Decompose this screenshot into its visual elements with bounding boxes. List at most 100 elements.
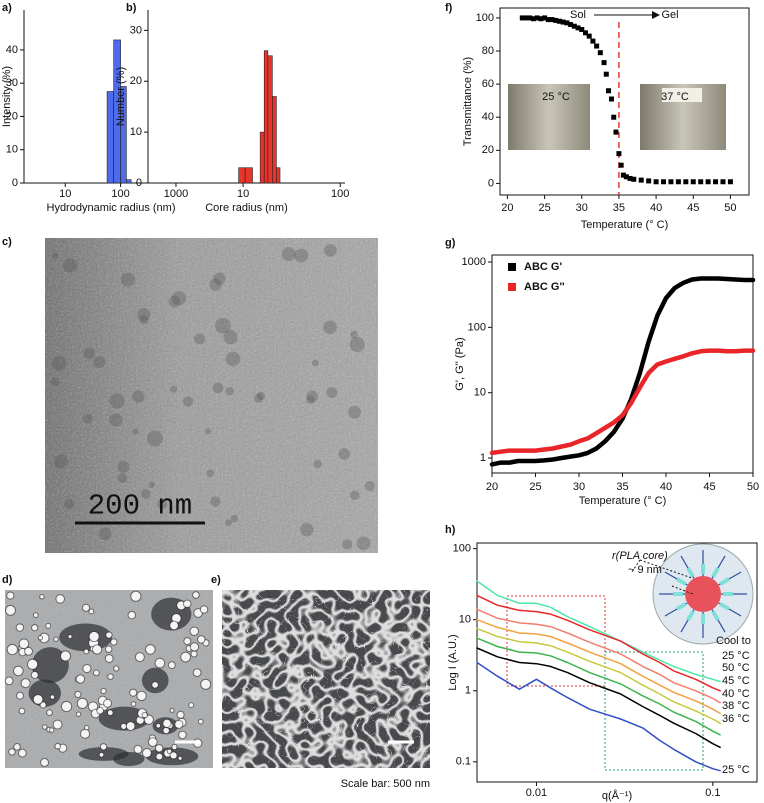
texture-blob bbox=[213, 272, 226, 285]
annotation: Gel bbox=[661, 9, 678, 21]
texture-dot bbox=[21, 679, 30, 688]
arm-segment bbox=[686, 610, 695, 621]
texture-dot bbox=[135, 653, 144, 662]
annotation: 37 °C bbox=[661, 91, 689, 103]
arm-segment bbox=[686, 567, 695, 578]
texture-dot bbox=[14, 744, 20, 750]
y-tick-label: 10 bbox=[6, 144, 18, 156]
texture-dot bbox=[7, 592, 14, 599]
texture-blob bbox=[171, 291, 187, 306]
texture-blob bbox=[109, 393, 125, 409]
texture-dot bbox=[198, 719, 203, 724]
texture-blob bbox=[194, 333, 206, 345]
texture-blob bbox=[215, 317, 231, 334]
point bbox=[538, 16, 544, 22]
tem-image bbox=[4, 590, 213, 768]
point bbox=[698, 179, 704, 185]
y-tick-label: 1000 bbox=[462, 256, 486, 268]
arm-segment bbox=[676, 577, 687, 586]
x-tick-label: 0.1 bbox=[705, 787, 720, 799]
texture-dot bbox=[107, 710, 113, 716]
annotation: ~ 9 nm bbox=[628, 564, 662, 576]
arm-segment bbox=[719, 577, 730, 586]
bar bbox=[259, 131, 265, 184]
texture-blob bbox=[53, 454, 68, 469]
texture-blob bbox=[349, 337, 365, 353]
texture-dot bbox=[163, 719, 171, 728]
y-tick-label: 100 bbox=[476, 12, 494, 24]
point bbox=[638, 177, 644, 183]
point bbox=[542, 15, 548, 21]
point bbox=[705, 179, 711, 185]
texture-blob bbox=[93, 356, 106, 369]
texture-dot bbox=[31, 671, 38, 678]
bar bbox=[263, 50, 269, 184]
texture-blob bbox=[205, 428, 212, 435]
x-tick-label: 100 bbox=[111, 188, 129, 200]
y-tick-label: 100 bbox=[468, 321, 486, 333]
texture-blob bbox=[82, 413, 93, 424]
point bbox=[527, 15, 533, 21]
texture-dot bbox=[100, 744, 107, 750]
texture-dot bbox=[106, 632, 112, 638]
texture-dot bbox=[170, 752, 177, 759]
texture-blob bbox=[224, 519, 232, 527]
texture-dot bbox=[111, 639, 117, 645]
annotation: r(PLA core) bbox=[612, 550, 668, 562]
texture-dot bbox=[27, 659, 38, 669]
texture-dot bbox=[76, 712, 81, 716]
arm-segment bbox=[719, 602, 730, 611]
texture-dot bbox=[128, 611, 136, 619]
texture-dot bbox=[54, 637, 58, 641]
texture-dot bbox=[170, 621, 178, 630]
series-label: 36 °C bbox=[722, 713, 750, 725]
texture-blob bbox=[256, 391, 266, 401]
texture-blob bbox=[348, 405, 362, 419]
y-tick-label: 10 bbox=[459, 614, 471, 626]
texture-blob bbox=[157, 499, 168, 510]
texture-dot bbox=[104, 699, 112, 707]
texture-blob bbox=[212, 382, 224, 394]
texture-dot bbox=[53, 720, 62, 729]
x-tick-label: 45 bbox=[703, 481, 715, 493]
texture-dot bbox=[168, 662, 175, 669]
texture-blob bbox=[300, 522, 314, 537]
texture-dot bbox=[200, 606, 208, 613]
y-axis-label: Intensity (%) bbox=[1, 66, 13, 127]
tem-image bbox=[222, 590, 430, 768]
texture-dot bbox=[105, 655, 113, 662]
point bbox=[606, 88, 612, 94]
region-box bbox=[604, 651, 704, 771]
x-tick-label: 0.01 bbox=[526, 787, 547, 799]
point bbox=[713, 179, 719, 185]
point bbox=[631, 176, 637, 182]
texture-dot bbox=[190, 643, 199, 651]
micelle-schematic bbox=[652, 543, 754, 645]
region-box bbox=[506, 595, 606, 687]
texture-dot bbox=[152, 682, 158, 688]
annotation: Sol bbox=[570, 9, 586, 21]
texture-blob bbox=[225, 387, 234, 396]
texture-dot bbox=[121, 723, 127, 729]
texture-dot bbox=[16, 624, 24, 631]
point bbox=[623, 174, 629, 180]
texture-blob bbox=[170, 385, 178, 393]
arrow-head bbox=[652, 11, 660, 19]
texture-dot bbox=[75, 691, 81, 698]
series-line bbox=[476, 661, 721, 772]
texture-blob bbox=[140, 488, 151, 499]
series-line bbox=[476, 647, 721, 749]
texture-dot bbox=[19, 648, 26, 656]
texture-dot bbox=[184, 638, 191, 645]
texture-blob bbox=[281, 247, 296, 262]
texture-blob bbox=[356, 536, 371, 551]
texture-blob bbox=[323, 320, 337, 335]
radius-pointer bbox=[631, 559, 693, 579]
point bbox=[675, 179, 681, 185]
texture-blob bbox=[338, 448, 351, 460]
point bbox=[560, 19, 566, 25]
texture-dot bbox=[33, 694, 43, 704]
x-axis-label: Core radius (nm) bbox=[205, 202, 288, 214]
texture-blob bbox=[326, 387, 338, 399]
